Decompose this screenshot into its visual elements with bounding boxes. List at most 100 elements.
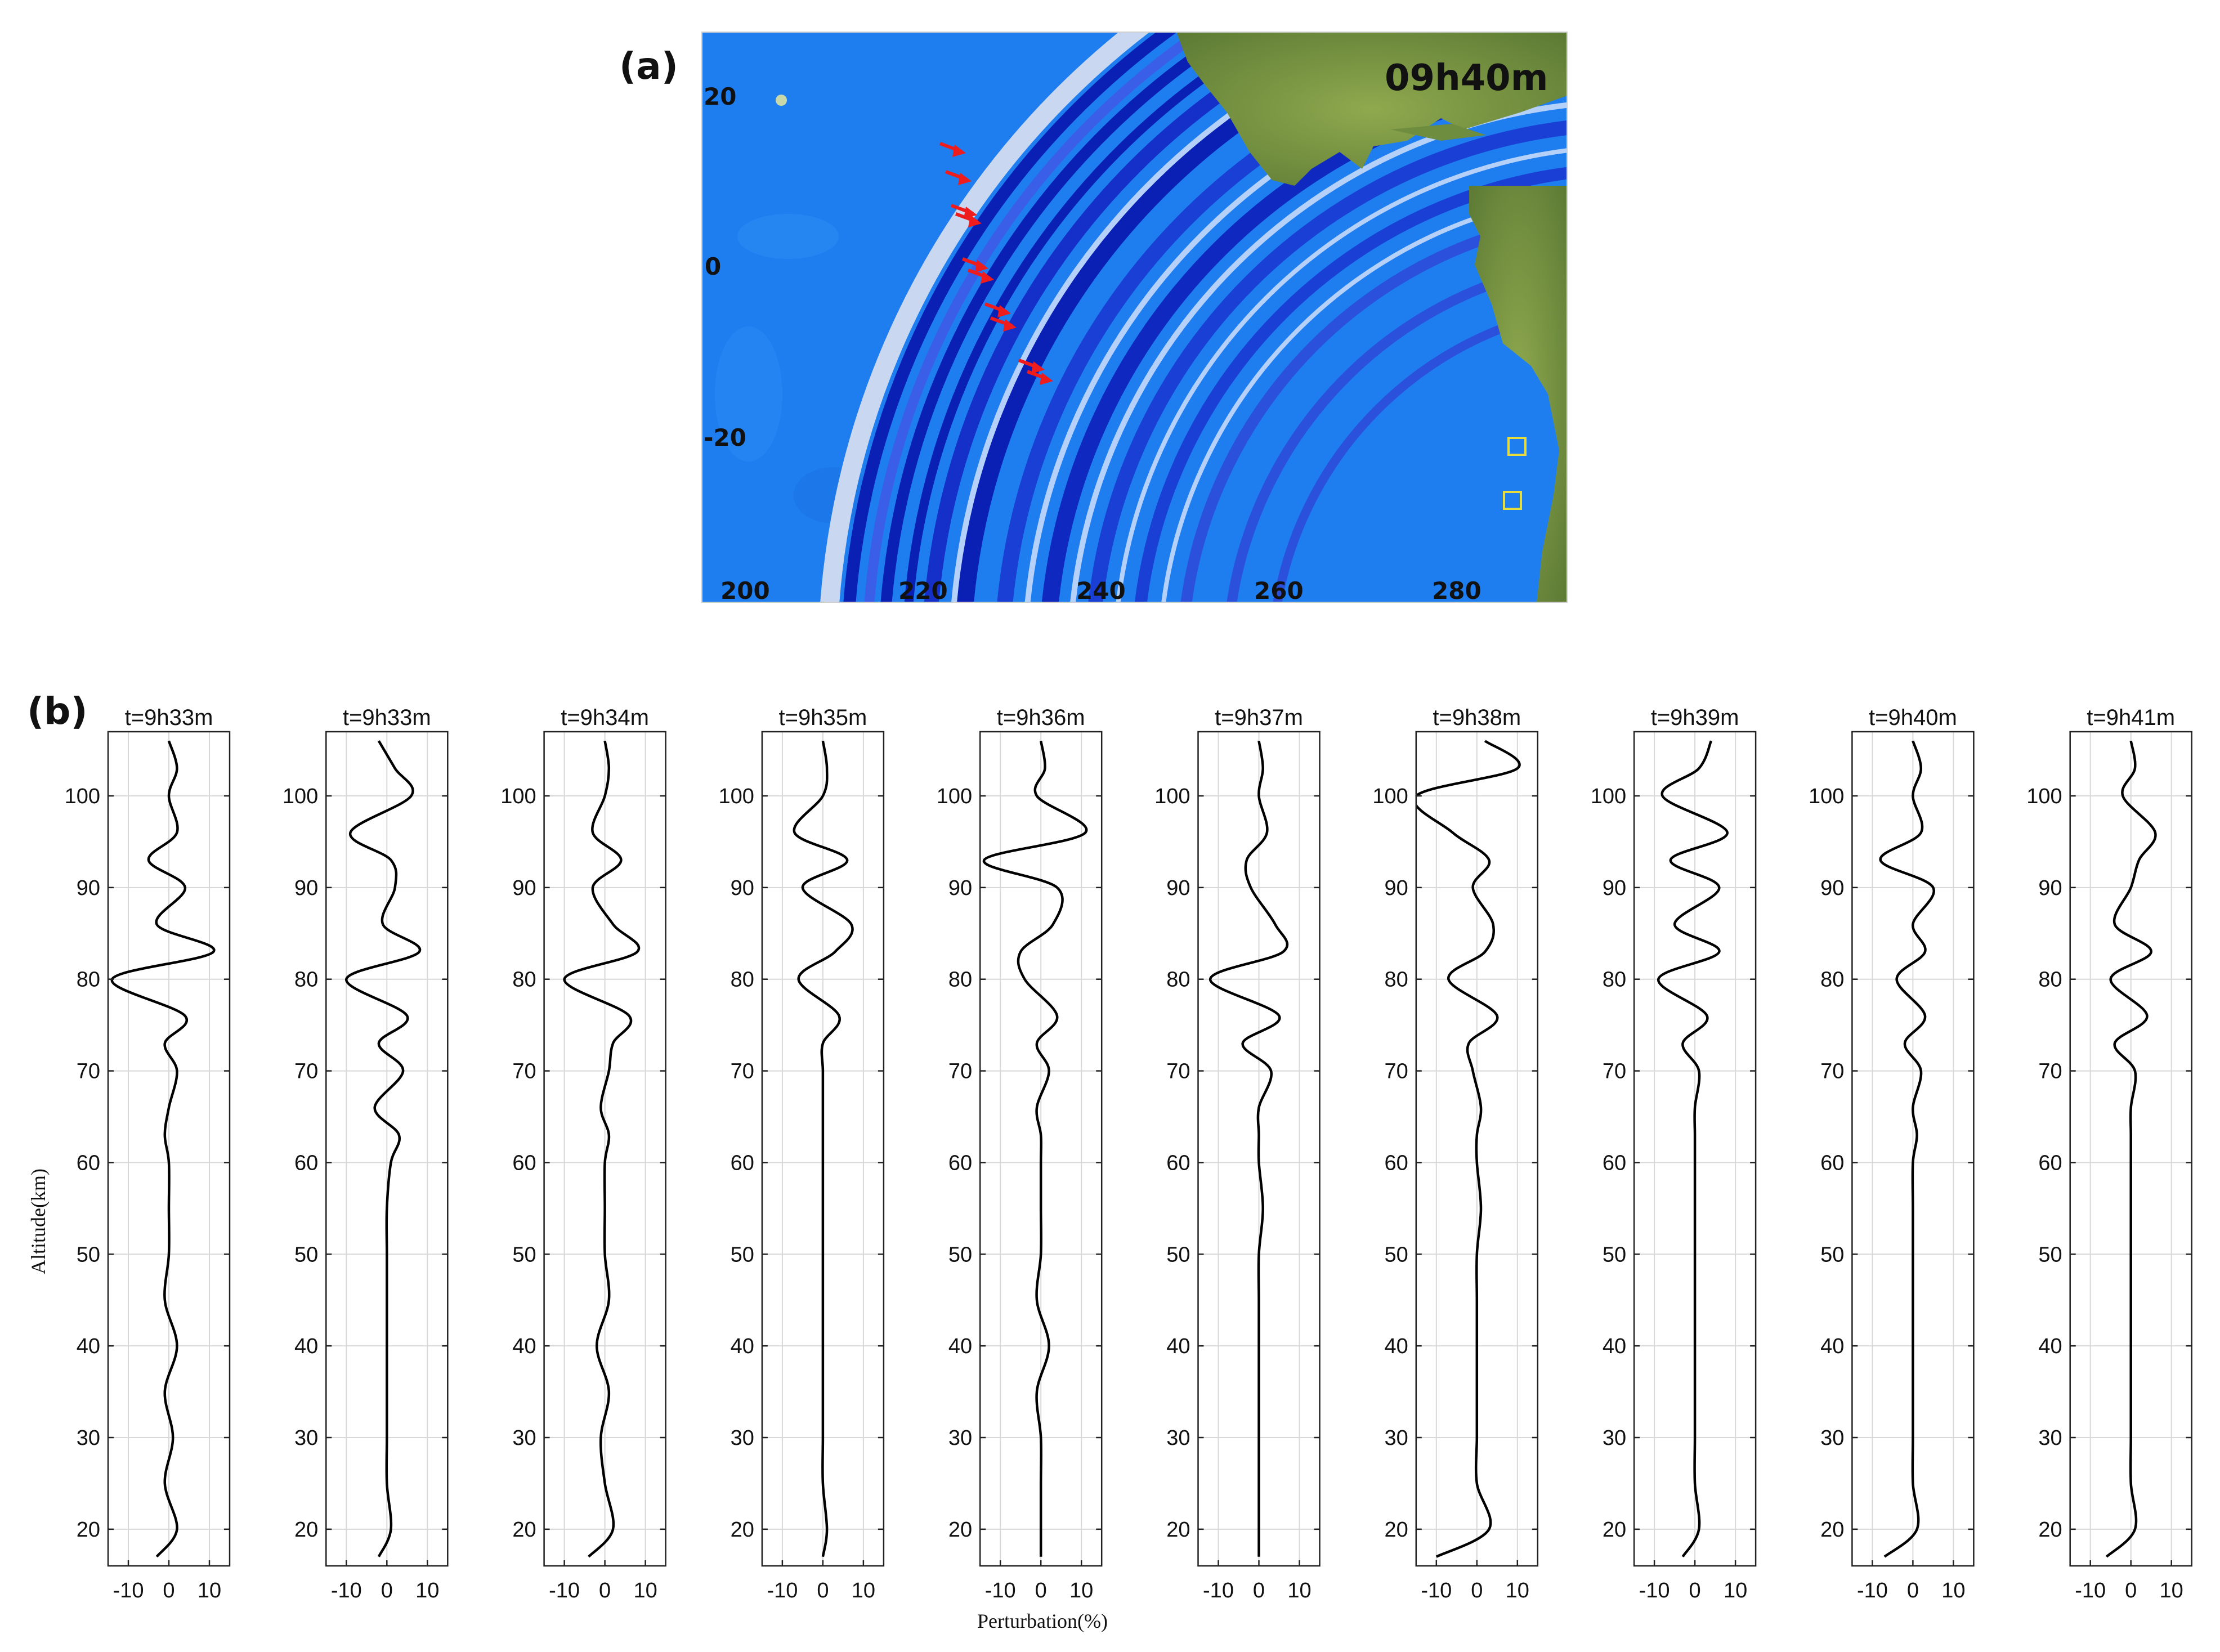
wavefront-crest [951,32,1387,602]
lon-tick-280: 280 [1432,577,1482,605]
red-arrow [950,204,977,219]
y-tick-label: 50 [1385,1243,1408,1266]
y-tick-label: 40 [1385,1335,1408,1358]
y-tick-label: 100 [283,785,318,808]
y-tick-label: 100 [1591,785,1626,808]
subplot-title: t=9h36m [997,705,1085,730]
y-tick-label: 60 [294,1151,318,1175]
station-box-north [1507,437,1527,456]
x-tick-label: 10 [1506,1579,1529,1602]
lon-tick-260: 260 [1254,577,1304,605]
y-tick-label: 40 [1166,1335,1190,1358]
y-tick-label: 80 [294,968,318,992]
x-tick-label: 10 [1069,1579,1093,1602]
subplot-title: t=9h39m [1651,705,1739,730]
y-tick-label: 70 [1166,1060,1190,1084]
y-tick-label: 50 [1603,1243,1626,1266]
y-tick-label: 60 [77,1151,100,1175]
y-tick-label: 90 [512,876,536,900]
y-tick-label: 20 [731,1518,754,1542]
y-tick-label: 50 [77,1243,100,1266]
wave-arrows [939,142,1053,385]
red-arrow [1026,370,1053,385]
y-tick-label: 60 [948,1151,972,1175]
y-tick-label: 70 [77,1060,100,1084]
red-arrow [945,170,972,185]
y-tick-label: 90 [2038,876,2062,900]
wavefront-crest [1116,148,1567,602]
y-tick-label: 20 [294,1518,318,1542]
y-tick-label: 50 [948,1243,972,1266]
y-axis-label: Altitude(km) [27,1169,50,1274]
y-tick-label: 20 [1385,1518,1408,1542]
x-tick-label: 0 [381,1579,393,1602]
wavefront-band [1134,167,1567,602]
red-arrow [961,257,988,272]
wavefront-band [904,32,1284,602]
y-tick-label: 60 [512,1151,536,1175]
lat-tick-minus20: -20 [704,424,746,451]
x-tick-label: 10 [633,1579,657,1602]
x-tick-label: 0 [1035,1579,1047,1602]
y-tick-label: 70 [294,1060,318,1084]
wavefront-band [1088,120,1567,602]
red-arrow [955,212,982,227]
profile-subplot: 20 30 40 50 60 70 80 90 100 -10 0 10 t=9h34m [500,705,666,1602]
red-arrow [967,268,994,284]
x-tick-label: -10 [113,1579,144,1602]
y-tick-label: 80 [1385,968,1408,992]
y-tick-label: 60 [1166,1151,1190,1175]
profile-subplot: 20 30 40 50 60 70 80 90 100 -10 0 10 t=9h33m [65,705,231,1602]
perturbation-curve [110,740,216,1558]
y-tick-label: 40 [2038,1335,2062,1358]
profile-panel-label: (b) [27,690,88,733]
y-tick-label: 80 [731,968,754,992]
land-caribbean [1390,124,1486,141]
y-tick-label: 100 [1154,785,1190,808]
y-tick-label: 90 [1820,876,1844,900]
perturbation-curve [1657,740,1729,1557]
perturbation-curve [983,740,1088,1557]
y-tick-label: 70 [1603,1060,1626,1084]
subplot-title: t=9h40m [1869,705,1957,730]
perturbation-curve [563,740,641,1558]
y-tick-label: 90 [1385,876,1408,900]
land-south-america [1469,186,1567,602]
tsunami-map [702,32,1567,602]
profile-subplot: 20 30 40 50 60 70 80 90 100 -10 0 10 t=9h41m [2026,705,2192,1602]
y-tick-label: 40 [294,1335,318,1358]
y-tick-label: 20 [1820,1518,1844,1542]
x-tick-label: 10 [852,1579,875,1602]
x-tick-label: -10 [549,1579,580,1602]
y-tick-label: 60 [731,1151,754,1175]
subplot-title: t=9h37m [1215,705,1303,730]
y-tick-label: 100 [500,785,536,808]
y-tick-label: 70 [1820,1060,1844,1084]
x-tick-label: 0 [1253,1579,1265,1602]
x-tick-label: -10 [767,1579,798,1602]
wavefront-band [924,32,1341,602]
subplot-title: t=9h35m [779,705,867,730]
y-tick-label: 100 [1809,785,1844,808]
y-tick-label: 30 [1385,1426,1408,1450]
perturbation-curve [1209,740,1288,1557]
subplot-title: t=9h33m [343,705,431,730]
x-tick-label: 0 [599,1579,611,1602]
x-tick-label: -10 [1203,1579,1234,1602]
y-tick-label: 80 [77,968,100,992]
wavefront-band [880,32,1242,602]
perturbation-curve [793,740,854,1557]
map-time-stamp: 09h40m [1385,57,1548,99]
x-tick-label: 0 [163,1579,174,1602]
profile-subplot: 20 30 40 50 60 70 80 90 100 -10 0 10 t=9h38m [1372,705,1539,1602]
map-border [701,32,1568,603]
y-tick-label: 90 [948,876,972,900]
x-tick-label: -10 [1857,1579,1888,1602]
x-tick-label: 10 [2160,1579,2183,1602]
y-tick-label: 70 [731,1060,754,1084]
y-tick-label: 50 [1820,1243,1844,1266]
y-tick-label: 40 [512,1335,536,1358]
y-tick-label: 60 [1385,1151,1408,1175]
lon-tick-240: 240 [1076,577,1126,605]
x-tick-label: -10 [331,1579,362,1602]
